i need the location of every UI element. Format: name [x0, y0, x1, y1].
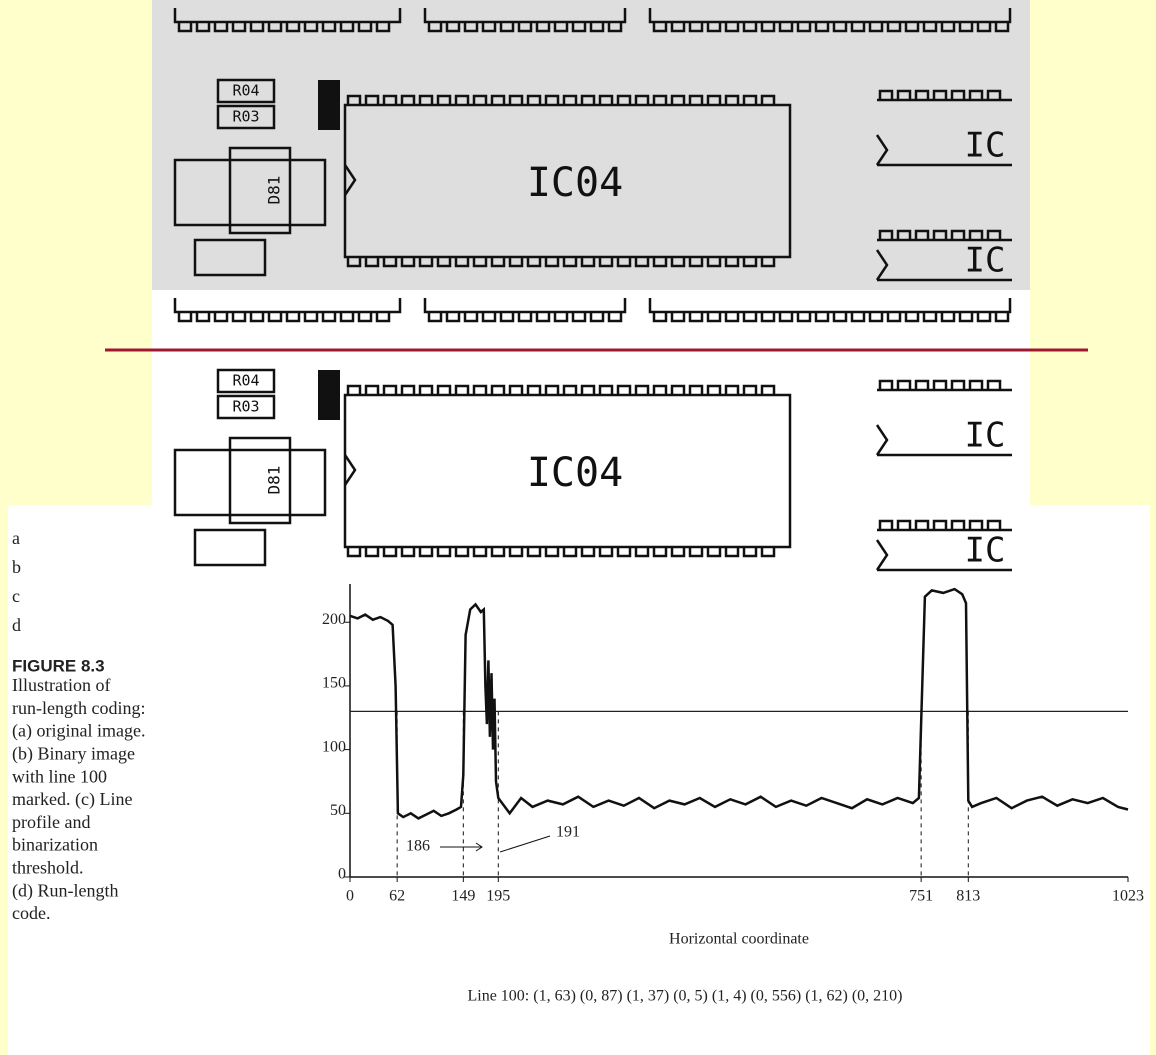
- annotation: 191: [556, 824, 580, 841]
- caption-line: Illustration of: [12, 675, 110, 695]
- ic-label: IC04: [527, 160, 623, 206]
- y-tick-label: 0: [338, 866, 346, 883]
- x-tick-label: 0: [346, 888, 354, 905]
- caption-line: profile and: [12, 812, 90, 832]
- panel-letter: b: [12, 557, 21, 577]
- component-label: R04: [232, 82, 259, 100]
- ic-label: IC04: [527, 450, 623, 496]
- caption-line: (a) original image.: [12, 721, 145, 742]
- binary-image-bg2: [152, 290, 1030, 580]
- x-tick-label: 195: [486, 888, 510, 905]
- y-tick-label: 150: [322, 675, 346, 692]
- y-tick-label: 50: [330, 802, 346, 819]
- component-label: R03: [232, 398, 259, 416]
- lower-bg: [8, 505, 1150, 1055]
- caption-line: binarization: [12, 835, 98, 855]
- x-tick-label: 813: [956, 888, 980, 905]
- y-tick-label: 200: [322, 611, 346, 628]
- connector: [318, 80, 340, 130]
- component-label: R03: [232, 108, 259, 126]
- caption-line: run-length coding:: [12, 698, 145, 718]
- side-label: IC: [965, 126, 1006, 166]
- component-label: D81: [265, 466, 284, 495]
- x-tick-label: 149: [451, 888, 475, 905]
- caption-line: code.: [12, 903, 50, 923]
- panel-letter: c: [12, 586, 20, 606]
- panel-letter: d: [12, 615, 21, 635]
- original-image-bg: [152, 0, 1030, 290]
- component-label: R04: [232, 372, 259, 390]
- x-axis-label: Horizontal coordinate: [669, 931, 809, 948]
- connector: [318, 370, 340, 420]
- caption-line: marked. (c) Line: [12, 789, 132, 810]
- side-label: IC: [965, 531, 1006, 571]
- x-tick-label: 62: [389, 888, 405, 905]
- caption-line: (b) Binary image: [12, 744, 135, 765]
- figure: IC04 IC IC R04 R03 D81 IC04 IC IC R04 R03 D81 abcd F…: [0, 0, 1156, 1055]
- side-label: IC: [965, 241, 1006, 281]
- y-tick-label: 100: [322, 738, 346, 755]
- x-tick-label: 1023: [1112, 888, 1144, 905]
- x-tick-label: 751: [909, 888, 933, 905]
- annotation: 186: [406, 838, 430, 855]
- caption-line: (d) Run-length: [12, 880, 118, 901]
- figure-number: FIGURE 8.3: [12, 656, 105, 675]
- caption-line: threshold.: [12, 858, 84, 878]
- side-label: IC: [965, 416, 1006, 456]
- caption-line: with line 100: [12, 766, 107, 786]
- panel-letter: a: [12, 528, 20, 548]
- component-label: D81: [265, 176, 284, 205]
- run-length-code: Line 100: (1, 63) (0, 87) (1, 37) (0, 5)…: [467, 988, 902, 1005]
- page: IC04 IC IC R04 R03 D81 IC04 IC IC R04 R03 D81 abcd F…: [0, 0, 1156, 1055]
